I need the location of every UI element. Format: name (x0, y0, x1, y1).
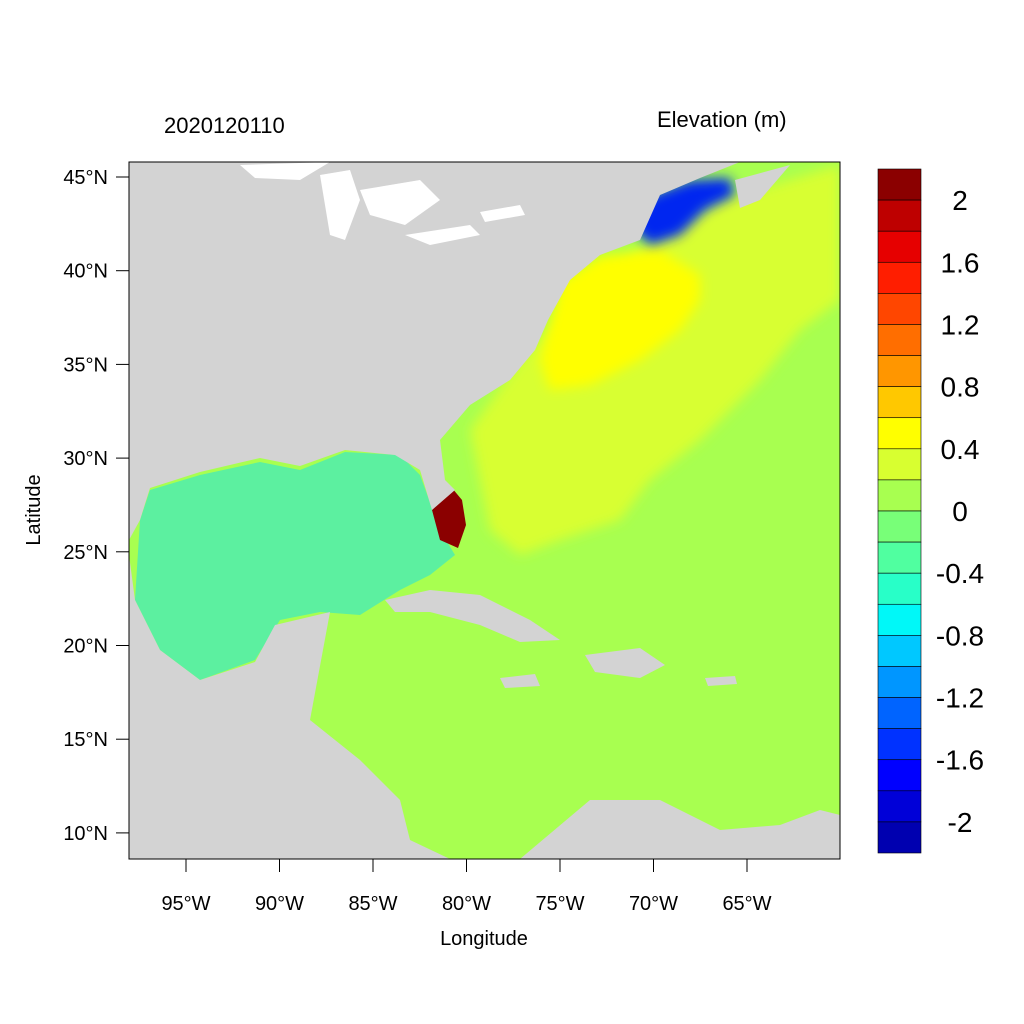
colorbar-swatch (877, 541, 922, 574)
x-tick-label: 90°W (255, 893, 304, 915)
x-tick-label: 85°W (348, 893, 397, 915)
y-tick-label: 40°N (63, 261, 108, 283)
colorbar-swatch (877, 790, 922, 823)
colorbar-label: -2 (948, 807, 973, 838)
colorbar-swatch (877, 324, 922, 356)
y-axis-label: Latitude (23, 474, 45, 545)
y-tick-label: 20°N (63, 636, 108, 658)
colorbar-label: 1.6 (941, 247, 980, 278)
great-lakes (240, 162, 525, 245)
y-tick-label: 45°N (63, 167, 108, 189)
colorbar-label: -1.2 (936, 683, 984, 714)
ocean-offshore-bulge (540, 250, 700, 390)
colorbar-label: 0 (952, 496, 968, 527)
y-tick-label: 35°N (63, 354, 108, 376)
colorbar-swatch (877, 572, 922, 605)
map-area (129, 162, 840, 859)
ocean-atlantic (470, 165, 840, 555)
colorbar-label: 2 (952, 185, 968, 216)
map-frame (128, 161, 841, 860)
colorbar-swatch (877, 666, 922, 698)
x-tick-label: 70°W (629, 893, 678, 915)
colorbar-swatch (877, 479, 922, 512)
colorbar-swatch (877, 199, 922, 232)
colorbar-swatch (877, 821, 922, 854)
x-tick-label: 95°W (161, 893, 210, 915)
variable-title: Elevation (m) (657, 107, 787, 132)
colorbar-swatch (877, 293, 922, 325)
colorbar-swatch (877, 448, 922, 481)
florida-surge (432, 488, 466, 548)
ocean-gulf-of-mexico (135, 452, 455, 680)
x-axis: 95°W 90°W 85°W 80°W 75°W 70°W 65°W (161, 859, 772, 915)
colorbar-swatch (877, 510, 922, 543)
x-tick-label: 65°W (722, 893, 771, 915)
y-tick-label: 25°N (63, 542, 108, 564)
colorbar-swatch (877, 386, 922, 419)
colorbar-swatch (877, 635, 922, 667)
y-axis: 45°N 40°N 35°N 30°N 25°N 20°N 15°N 10°N (63, 167, 129, 845)
colorbar-labels: 2 1.6 1.2 0.8 0.4 0 -0.4 -0.8 -1.2 -1.6 -2 (936, 185, 984, 838)
y-tick-label: 15°N (63, 729, 108, 751)
colorbar-swatch (877, 261, 922, 294)
colorbar-label: 1.2 (941, 309, 980, 340)
y-tick-label: 10°N (63, 823, 108, 845)
land (129, 162, 840, 859)
colorbar (877, 168, 922, 854)
x-axis-label: Longitude (440, 928, 528, 950)
colorbar-swatch (877, 697, 922, 729)
y-tick-label: 30°N (63, 448, 108, 470)
x-tick-label: 80°W (442, 893, 491, 915)
colorbar-label: -1.6 (936, 745, 984, 776)
colorbar-label: 0.4 (941, 434, 980, 465)
x-tick-label: 75°W (535, 893, 584, 915)
colorbar-label: -0.4 (936, 558, 984, 589)
colorbar-swatch (877, 603, 922, 636)
colorbar-swatch (877, 355, 922, 387)
colorbar-label: -0.8 (936, 620, 984, 651)
colorbar-swatch (877, 728, 922, 761)
timestamp-label: 2020120110 (164, 113, 285, 138)
colorbar-swatch (877, 230, 922, 263)
colorbar-swatch (877, 759, 922, 792)
colorbar-swatch (877, 168, 922, 201)
colorbar-label: 0.8 (941, 372, 980, 403)
colorbar-swatch (877, 417, 922, 450)
